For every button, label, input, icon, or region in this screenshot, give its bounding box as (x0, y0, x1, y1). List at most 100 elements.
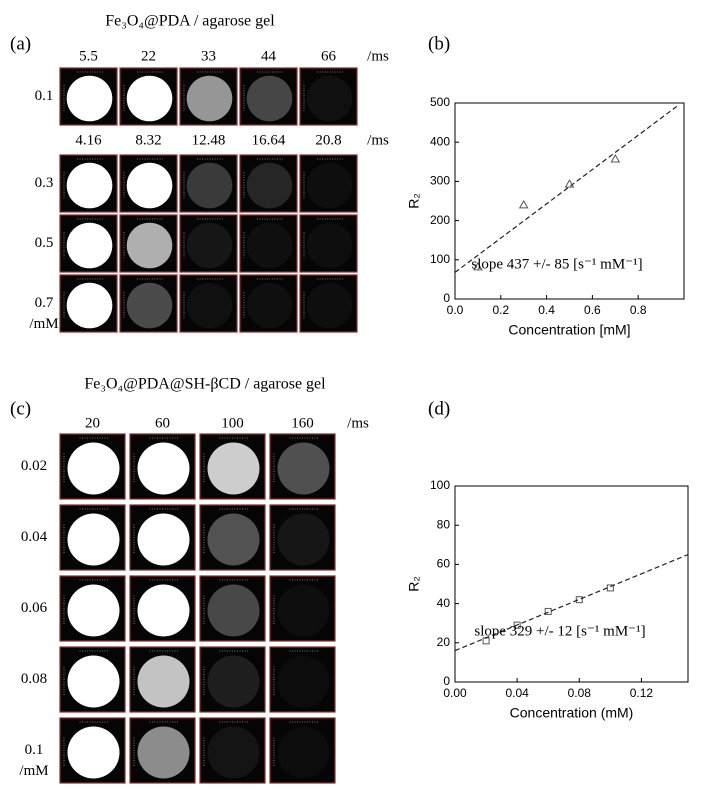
mri-image (269, 717, 336, 784)
mri-image (199, 575, 266, 642)
point (518, 199, 529, 209)
y-axis-label: R₂ (406, 193, 422, 209)
x-tick-label: 0.2 (492, 303, 509, 317)
mri-image (179, 214, 238, 273)
plot-frame (454, 485, 689, 683)
mri-image (129, 575, 196, 642)
mri-image (179, 67, 238, 126)
mri-image (199, 504, 266, 571)
sample-disc (306, 222, 353, 269)
mri-image (129, 504, 196, 571)
x-axis-label: Concentration [mM] (508, 322, 630, 338)
concentration: 0.1 (35, 88, 54, 104)
x-axis-label: Concentration (mM) (510, 705, 634, 721)
sample-disc (67, 513, 120, 566)
sample-disc (137, 726, 190, 779)
x-tick-label: 0.4 (538, 303, 555, 317)
echo-time: 20 (85, 415, 100, 431)
mri-image (59, 575, 126, 642)
concentration: 0.3 (35, 175, 54, 191)
x-tick-label: 0.8 (630, 303, 647, 317)
echo-time: 20.8 (315, 132, 341, 148)
point (575, 596, 583, 604)
point (610, 154, 621, 163)
sample-disc (207, 655, 260, 708)
annotation: slope 329 +/- 12 [s⁻¹ mM⁻¹] (474, 623, 645, 639)
y-tick-label: 400 (430, 134, 450, 148)
x-tick-label: 0.12 (630, 686, 654, 700)
mri-image (299, 274, 358, 333)
echo-time: 5.5 (79, 48, 98, 64)
concentration: 0.08 (21, 671, 47, 687)
echo-time: 4.16 (75, 132, 102, 148)
mri-image (299, 214, 358, 273)
sample-disc (186, 162, 233, 209)
mri-image (239, 154, 298, 213)
sample-disc (137, 655, 190, 708)
echo-time: 66 (321, 48, 337, 64)
mri-image (199, 433, 266, 500)
sample-disc (66, 75, 113, 122)
time-unit: /ms (367, 48, 389, 64)
sample-disc (246, 162, 293, 209)
sample-disc (186, 75, 233, 122)
y-tick-label: 100 (430, 252, 450, 266)
concentration: 0.1 (25, 742, 44, 758)
sample-disc (137, 584, 190, 637)
sample-disc (137, 442, 190, 495)
sample-disc (67, 726, 120, 779)
mri-image (179, 274, 238, 333)
grid-title: Fe₃O₄@PDA@SH-βCD / agarose gel (84, 376, 326, 393)
mri-image (59, 504, 126, 571)
sample-disc (246, 75, 293, 122)
echo-time: 33 (201, 48, 216, 64)
mri-image (129, 433, 196, 500)
mri-image (59, 154, 118, 213)
panel-label: (d) (428, 398, 450, 419)
mri-image (59, 274, 118, 333)
sample-disc (126, 75, 173, 122)
concentration: 0.02 (21, 458, 47, 474)
x-tick-label: 0.6 (584, 303, 601, 317)
sample-disc (67, 655, 120, 708)
mri-image (119, 274, 178, 333)
concentration: 0.04 (21, 529, 48, 545)
y-tick-label: 300 (430, 174, 450, 188)
point (473, 261, 483, 271)
sample-disc (306, 282, 353, 329)
x-tick-label: 0.04 (505, 686, 529, 700)
echo-time: 8.32 (135, 132, 161, 148)
echo-time: 22 (141, 48, 156, 64)
point (564, 179, 575, 188)
mri-image (59, 433, 126, 500)
echo-time: 60 (155, 415, 170, 431)
y-tick-label: 500 (430, 95, 450, 109)
panel-label: (b) (428, 33, 450, 54)
annotation: slope 437 +/- 85 [s⁻¹ mM⁻¹] (471, 256, 642, 272)
mri-image (179, 154, 238, 213)
point (513, 621, 521, 629)
mri-image (239, 67, 298, 126)
sample-disc (66, 282, 113, 329)
sample-disc (277, 442, 330, 495)
sample-disc (66, 162, 113, 209)
y-tick-label: 60 (437, 557, 451, 571)
panel-label: (c) (10, 398, 31, 419)
mri-image (129, 717, 196, 784)
mri-image (299, 154, 358, 213)
mri-image (239, 214, 298, 273)
sample-disc (277, 655, 330, 708)
sample-disc (207, 513, 260, 566)
time-unit: /ms (347, 415, 369, 431)
mri-image (269, 504, 336, 571)
echo-time: 44 (261, 48, 277, 64)
mri-image (129, 646, 196, 713)
sample-disc (277, 513, 330, 566)
sample-disc (186, 282, 233, 329)
echo-time: 16.64 (252, 132, 286, 148)
point (544, 607, 552, 615)
sample-disc (126, 162, 173, 209)
mri-image (119, 67, 178, 126)
mri-image (199, 717, 266, 784)
